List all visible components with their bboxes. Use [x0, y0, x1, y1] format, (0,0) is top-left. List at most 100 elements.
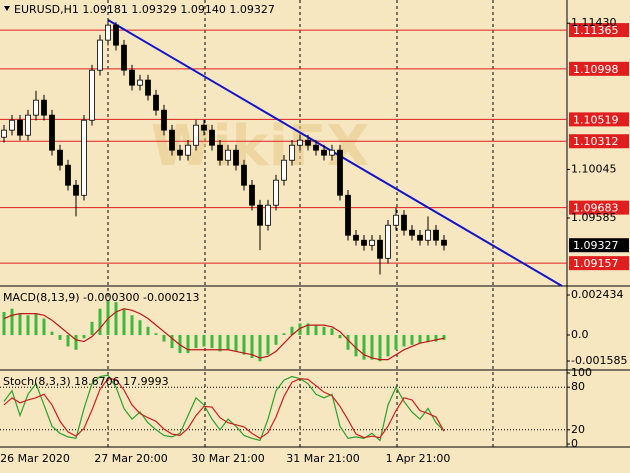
level-label-bg [569, 200, 629, 215]
macd-bar [82, 334, 86, 339]
candle-body [17, 119, 23, 136]
macd-bar [362, 334, 366, 360]
candle-body [273, 179, 279, 206]
candle-body [377, 239, 383, 259]
stoch-line [3, 374, 445, 442]
macd-bar [10, 308, 14, 335]
level-label-bg [569, 61, 629, 76]
level-label-bg [569, 256, 629, 271]
macd-bar [162, 334, 166, 342]
last-price-bg [569, 238, 629, 253]
macd-bar [290, 326, 294, 335]
x-tick-label: 31 Mar 21:00 [286, 452, 359, 465]
macd-bar [330, 328, 334, 335]
level-label-bg [569, 23, 629, 38]
y-tick-label: 0.002434 [571, 288, 624, 301]
candle-body [361, 239, 367, 246]
macd-bar [274, 334, 278, 345]
macd-bar [346, 334, 350, 350]
candle-body [1, 129, 7, 138]
macd-bar [234, 334, 238, 352]
trend-line [107, 19, 563, 287]
macd-bar [178, 334, 182, 354]
candle-body [321, 149, 327, 156]
macd-bar [66, 334, 70, 347]
x-tick-label: 1 Apr 21:00 [386, 452, 451, 465]
candle-body [97, 39, 103, 71]
candle-body [169, 129, 175, 151]
candle-body [105, 24, 111, 41]
macd-bar [306, 323, 310, 335]
candle-body [9, 119, 15, 131]
panel-title: MACD(8,13,9) -0.000300 -0.000213 [3, 291, 199, 304]
candle-body [441, 239, 447, 246]
candle-body [345, 194, 351, 236]
candle-body [193, 124, 199, 146]
macd-bar [386, 334, 390, 357]
macd-bar [138, 320, 142, 335]
macd-bar [338, 334, 342, 339]
candle-body [265, 204, 271, 226]
stoch-line [3, 378, 445, 440]
macd-bar [2, 311, 6, 335]
candle-body [425, 229, 431, 241]
y-tick-label: 1.10045 [571, 162, 617, 175]
macd-bar [370, 334, 374, 360]
level-label-bg [569, 134, 629, 149]
candle-body [225, 149, 231, 161]
macd-bar [434, 334, 438, 342]
candle-body [153, 94, 159, 111]
watermark: WikiFX [151, 114, 370, 179]
level-label: 1.09683 [573, 202, 619, 215]
candle-body [241, 164, 247, 186]
macd-bar [194, 334, 198, 349]
macd-bar [418, 334, 422, 344]
menu-triangle [4, 6, 10, 11]
candle-body [129, 69, 135, 86]
macd-bar [34, 313, 38, 335]
signal-line [3, 308, 445, 361]
candle-body [393, 214, 399, 226]
candle-body [89, 69, 95, 121]
macd-bar [122, 308, 126, 335]
macd-bar [130, 315, 134, 335]
macd-bar [146, 326, 150, 335]
macd-bar [218, 334, 222, 352]
macd-bar [226, 334, 230, 350]
candle-body [337, 149, 343, 196]
candle-body [329, 149, 335, 156]
candle-body [401, 214, 407, 231]
candle-body [49, 114, 55, 151]
macd-bar [314, 325, 318, 335]
x-tick-label: 30 Mar 21:00 [191, 452, 264, 465]
x-tick-label: 26 Mar 2020 [0, 452, 70, 465]
macd-bar [98, 308, 102, 335]
candle-body [305, 139, 311, 146]
macd-bar [170, 334, 174, 349]
candle-body [409, 229, 415, 236]
y-tick-label: -0.001585 [571, 354, 627, 367]
macd-bar [266, 334, 270, 355]
macd-bar [282, 333, 286, 335]
macd-bar [186, 334, 190, 354]
level-label: 1.09157 [573, 257, 619, 270]
candle-body [33, 99, 39, 116]
macd-bar [322, 326, 326, 335]
y-tick-label: 20 [571, 423, 585, 436]
macd-bar [74, 334, 78, 350]
macd-bar [426, 334, 430, 342]
macd-bar [402, 334, 406, 347]
candle-body [385, 224, 391, 259]
candle-body [41, 99, 47, 116]
candle-body [145, 79, 151, 96]
candle-body [257, 204, 263, 226]
macd-bar [210, 334, 214, 349]
macd-bar [42, 318, 46, 335]
level-label: 1.10312 [573, 135, 619, 148]
candle-body [249, 184, 255, 206]
y-tick-label: 0.0 [571, 328, 589, 341]
candle-body [217, 144, 223, 161]
macd-bar [154, 333, 158, 335]
